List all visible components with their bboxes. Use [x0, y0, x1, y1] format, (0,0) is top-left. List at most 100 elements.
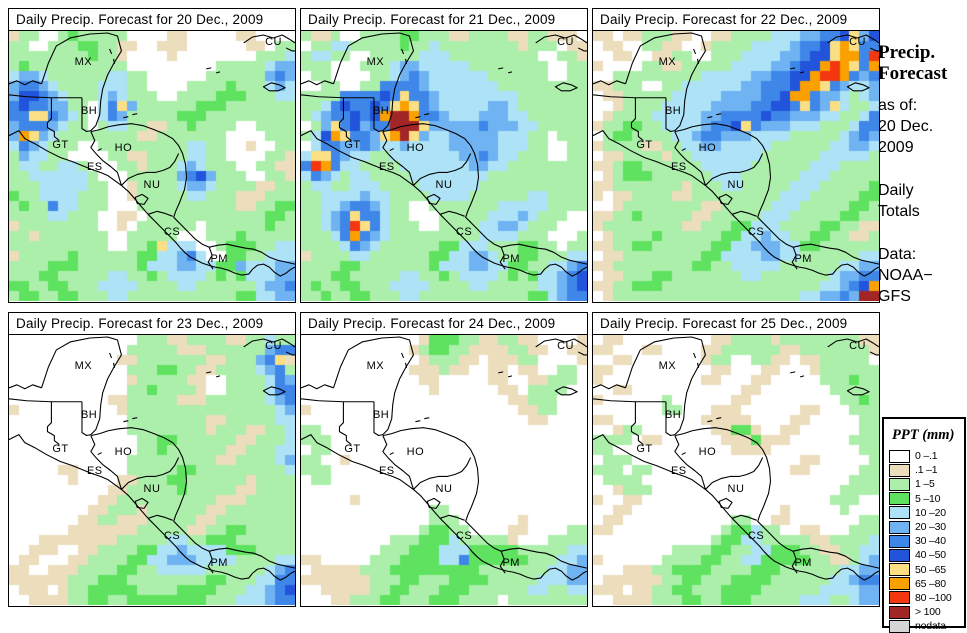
forecast-panel-22-dec: Daily Precip. Forecast for 22 Dec., 2009… [592, 8, 880, 303]
legend-swatch [889, 619, 910, 633]
panel-title: Daily Precip. Forecast for 20 Dec., 2009 [8, 8, 296, 31]
legend-title: PPT (mm) [892, 427, 955, 443]
legend-label: 10 –20 [915, 506, 946, 519]
country-label-cs: CS [747, 529, 765, 542]
legend-swatch [889, 591, 910, 605]
panel-title: Daily Precip. Forecast for 23 Dec., 2009 [8, 312, 296, 335]
side-panel: Precip. Forecast as of: 20 Dec. 2009 Dai… [878, 42, 966, 307]
legend-swatch [889, 492, 910, 506]
forecast-panel-23-dec: Daily Precip. Forecast for 23 Dec., 2009… [8, 312, 296, 607]
legend-entry: nodata [889, 619, 964, 633]
legend-entry: 40 –50 [889, 548, 964, 562]
panel-title: Daily Precip. Forecast for 25 Dec., 2009 [592, 312, 880, 335]
legend-swatch [889, 449, 910, 463]
data-label: Data: [878, 246, 917, 263]
country-label-pm: PM [210, 252, 228, 265]
forecast-panel-21-dec: Daily Precip. Forecast for 21 Dec., 2009… [300, 8, 588, 303]
legend-label: 65 –80 [915, 577, 946, 590]
legend-entry: 65 –80 [889, 577, 964, 591]
country-label-ho: HO [114, 141, 133, 154]
legend-entry: 30 –40 [889, 534, 964, 548]
country-label-cu: CU [265, 339, 282, 352]
legend-entry: 20 –30 [889, 520, 964, 534]
country-label-pm: PM [502, 556, 520, 569]
country-label-gt: GT [636, 138, 653, 151]
country-label-pm: PM [794, 556, 812, 569]
legend-entry: .1 –1 [889, 463, 964, 477]
country-label-mx: MX [366, 360, 385, 373]
legend-label: 20 –30 [915, 521, 946, 534]
precip-map-23-dec: MX CU BH GT HO ES NU CS PM [8, 335, 296, 607]
legend-label: 5 –10 [915, 492, 941, 505]
precip-grid-canvas [9, 31, 295, 301]
legend-swatch [889, 548, 910, 562]
country-label-cs: CS [163, 529, 181, 542]
legend-entry: 10 –20 [889, 506, 964, 520]
precip-map-22-dec: MX CU BH GT HO ES NU CS PM [592, 31, 880, 303]
panel-title: Daily Precip. Forecast for 24 Dec., 2009 [300, 312, 588, 335]
country-label-pm: PM [794, 252, 812, 265]
precip-map-20-dec: MX CU BH GT HO ES NU CS PM [8, 31, 296, 303]
country-label-bh: BH [664, 408, 682, 421]
country-label-nu: NU [143, 483, 161, 496]
country-label-gt: GT [52, 138, 69, 151]
legend: PPT (mm) 0 –.1.1 –1 1 –5 5 –10 10 –20 20 –30… [882, 417, 966, 633]
legend-entry: > 100 [889, 605, 964, 619]
country-label-mx: MX [366, 56, 385, 69]
legend-label: 40 –50 [915, 549, 946, 562]
forecast-panel-25-dec: Daily Precip. Forecast for 25 Dec., 2009… [592, 312, 880, 607]
legend-rows: 0 –.1.1 –1 1 –5 5 –10 10 –20 20 –30 30 –40 40 … [889, 449, 964, 633]
legend-entry: 5 –10 [889, 492, 964, 506]
country-label-cu: CU [849, 35, 866, 48]
country-label-mx: MX [74, 56, 93, 69]
country-label-gt: GT [344, 442, 361, 455]
data-source-line1: NOAA− [878, 267, 933, 284]
legend-entry: 1 –5 [889, 477, 964, 491]
country-label-nu: NU [143, 179, 161, 192]
country-label-bh: BH [80, 104, 98, 117]
legend-label: 1 –5 [915, 478, 935, 491]
legend-swatch [889, 563, 910, 577]
country-label-es: ES [86, 464, 103, 477]
legend-swatch [889, 577, 910, 591]
panel-title: Daily Precip. Forecast for 21 Dec., 2009 [300, 8, 588, 31]
figure-title-line1: Precip. [878, 42, 936, 63]
legend-swatch [889, 534, 910, 548]
country-label-cs: CS [455, 529, 473, 542]
country-label-nu: NU [727, 483, 745, 496]
legend-label: 50 –65 [915, 563, 946, 576]
as-of-date-line1: 20 Dec. [878, 118, 934, 135]
country-label-es: ES [670, 160, 687, 173]
panel-title: Daily Precip. Forecast for 22 Dec., 2009 [592, 8, 880, 31]
precip-grid-canvas [593, 335, 879, 605]
totals-line1: Daily [878, 182, 914, 199]
legend-label: 80 –100 [915, 591, 952, 604]
country-label-cs: CS [163, 225, 181, 238]
country-label-bh: BH [372, 408, 390, 421]
forecast-panel-24-dec: Daily Precip. Forecast for 24 Dec., 2009… [300, 312, 588, 607]
country-label-bh: BH [80, 408, 98, 421]
country-label-es: ES [378, 160, 395, 173]
country-label-bh: BH [372, 104, 390, 117]
country-label-es: ES [670, 464, 687, 477]
country-label-ho: HO [698, 445, 717, 458]
precip-map-25-dec: MX CU BH GT HO ES NU CS PM [592, 335, 880, 607]
legend-entry: 50 –65 [889, 563, 964, 577]
country-label-bh: BH [664, 104, 682, 117]
totals-line2: Totals [878, 203, 920, 220]
country-label-nu: NU [435, 483, 453, 496]
country-label-gt: GT [636, 442, 653, 455]
legend-label: 30 –40 [915, 535, 946, 548]
country-label-mx: MX [658, 360, 677, 373]
precip-map-24-dec: MX CU BH GT HO ES NU CS PM [300, 335, 588, 607]
country-label-ho: HO [406, 445, 425, 458]
country-label-cs: CS [747, 225, 765, 238]
as-of-label: as of: [878, 97, 918, 114]
legend-label: .1 –1 [915, 464, 938, 477]
country-label-cu: CU [557, 35, 574, 48]
legend-entry: 0 –.1 [889, 449, 964, 463]
precip-grid-canvas [301, 335, 587, 605]
legend-swatch [889, 463, 910, 477]
legend-swatch [889, 520, 910, 534]
